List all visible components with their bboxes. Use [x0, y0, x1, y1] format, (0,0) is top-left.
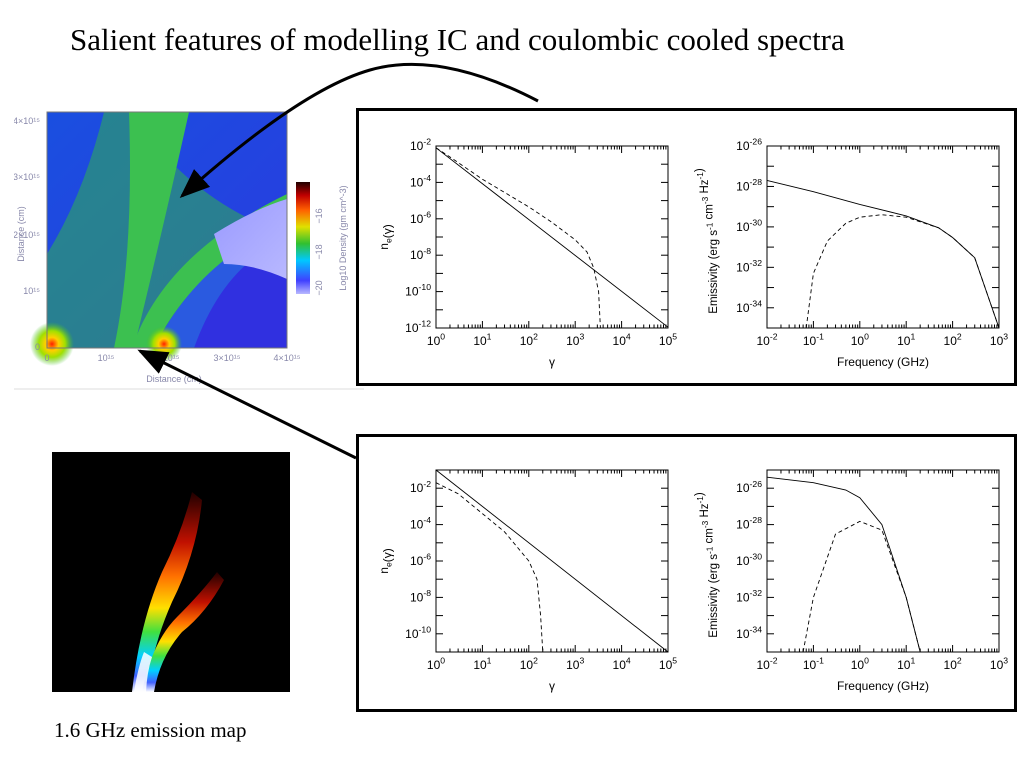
- density-x-label: Distance (cm): [146, 374, 202, 384]
- x-tick-label: 102: [520, 656, 538, 672]
- x-tick-label: 101: [897, 656, 915, 672]
- x-tick-label: 105: [659, 332, 677, 348]
- dashed-series-line: [435, 147, 601, 329]
- svg-text:3×10¹⁵: 3×10¹⁵: [14, 172, 40, 182]
- x-axis-label: γ: [549, 355, 555, 369]
- y-tick-label: 10-32: [736, 588, 762, 604]
- bottom-plots: 100 101 102 103 104 105 10-10 10-8 10-6 10-4 10-2 γ…: [377, 469, 1008, 693]
- density-y-label: Distance (cm): [16, 206, 26, 262]
- y-tick-label: 10-4: [410, 173, 431, 189]
- solid-series-line: [435, 147, 669, 328]
- plot-frame: [766, 469, 1000, 653]
- emission-map-caption: 1.6 GHz emission map: [54, 718, 247, 742]
- x-tick-label: 100: [851, 656, 869, 672]
- colorbar-label: Log10 Density (gm cm^-3): [338, 185, 348, 290]
- x-tick-label: 100: [427, 656, 445, 672]
- y-tick-label: 10-28: [736, 515, 762, 531]
- x-tick-label: 104: [613, 656, 631, 672]
- y-tick-label: 10-2: [410, 137, 431, 153]
- density-colorbar: [296, 182, 310, 294]
- y-tick-label: 10-6: [410, 209, 431, 225]
- x-tick-label: 101: [473, 656, 491, 672]
- y-tick-label: 10-32: [736, 258, 762, 274]
- x-tick-label: 100: [427, 332, 445, 348]
- x-tick-label: 100: [851, 332, 869, 348]
- arrow-top: [179, 62, 539, 199]
- x-tick-label: 102: [520, 332, 538, 348]
- density-map: 0 10¹⁵ 2×10¹⁵ 3×10¹⁵ 4×10¹⁵ 0 10¹⁵ 2×10¹…: [14, 111, 364, 390]
- y-tick-label: 10-30: [736, 217, 762, 233]
- top-electron-spectrum-plot: 100 101 102 103 104 105 10-12 10-10 10-8 10-6 10-4…: [377, 137, 677, 369]
- svg-text:−16: −16: [314, 208, 324, 223]
- svg-text:−20: −20: [314, 280, 324, 295]
- x-tick-label: 103: [566, 656, 584, 672]
- x-tick-label: 102: [944, 656, 962, 672]
- x-axis-label: γ: [549, 679, 555, 693]
- y-axis-label: ne(γ): [377, 224, 395, 249]
- x-tick-label: 102: [944, 332, 962, 348]
- svg-text:3×10¹⁵: 3×10¹⁵: [214, 353, 241, 363]
- svg-text:2×10¹⁵: 2×10¹⁵: [14, 230, 40, 240]
- x-axis-label: Frequency (GHz): [837, 679, 929, 693]
- y-tick-label: 10-34: [736, 624, 762, 640]
- y-axis-label: ne(γ): [377, 548, 395, 573]
- svg-text:−18: −18: [314, 244, 324, 259]
- solid-series-line: [435, 469, 669, 653]
- x-tick-label: 101: [897, 332, 915, 348]
- y-tick-label: 10-34: [736, 298, 762, 314]
- y-tick-label: 10-8: [410, 588, 431, 604]
- x-tick-label: 104: [613, 332, 631, 348]
- y-tick-label: 10-26: [736, 137, 762, 153]
- top-plots: 100 101 102 103 104 105 10-12 10-10 10-8 10-6 10-4…: [377, 137, 1008, 369]
- x-tick-label: 101: [473, 332, 491, 348]
- solid-series-line: [766, 179, 1000, 329]
- y-tick-label: 10-30: [736, 552, 762, 568]
- emission-map: [52, 452, 290, 692]
- solid-series-line: [766, 476, 921, 653]
- y-tick-label: 10-6: [410, 552, 431, 568]
- y-tick-label: 10-8: [410, 246, 431, 262]
- dashed-series-line: [435, 482, 544, 653]
- x-tick-label: 10-2: [756, 656, 777, 672]
- y-tick-label: 10-2: [410, 479, 431, 495]
- x-tick-label: 103: [990, 656, 1008, 672]
- svg-text:4×10¹⁵: 4×10¹⁵: [274, 353, 301, 363]
- x-tick-label: 103: [566, 332, 584, 348]
- x-tick-label: 105: [659, 656, 677, 672]
- bottom-spectra-panel: 100 101 102 103 104 105 10-10 10-8 10-6 10-4 10-2 γ…: [356, 434, 1017, 712]
- x-tick-label: 103: [990, 332, 1008, 348]
- svg-text:10¹⁵: 10¹⁵: [98, 353, 115, 363]
- svg-text:0: 0: [44, 353, 49, 363]
- x-tick-label: 10-2: [756, 332, 777, 348]
- dashed-series-line: [802, 520, 921, 653]
- y-tick-label: 10-10: [405, 624, 431, 640]
- dashed-series-line: [805, 214, 1000, 329]
- arrow-bottom: [137, 349, 357, 460]
- svg-text:4×10¹⁵: 4×10¹⁵: [14, 116, 40, 126]
- bottom-emissivity-plot: 10-2 10-1 100 101 102 103 10-34 10-32 10-30 10-28…: [694, 469, 1008, 693]
- y-axis-label: Emissivity (erg s-1 cm-3 Hz-1): [694, 492, 720, 638]
- slide-title: Salient features of modelling IC and cou…: [70, 22, 845, 57]
- x-axis-label: Frequency (GHz): [837, 355, 929, 369]
- y-tick-label: 10-28: [736, 177, 762, 193]
- plot-frame: [766, 145, 1000, 329]
- x-tick-label: 10-1: [803, 656, 824, 672]
- y-tick-label: 10-4: [410, 515, 431, 531]
- bottom-electron-spectrum-plot: 100 101 102 103 104 105 10-10 10-8 10-6 10-4 10-2 γ…: [377, 469, 677, 693]
- y-axis-label: Emissivity (erg s-1 cm-3 Hz-1): [694, 168, 720, 314]
- x-tick-label: 10-1: [803, 332, 824, 348]
- svg-text:10¹⁵: 10¹⁵: [23, 286, 40, 296]
- svg-text:0: 0: [35, 342, 40, 352]
- top-spectra-panel: 100 101 102 103 104 105 10-12 10-10 10-8 10-6 10-4…: [356, 108, 1017, 386]
- y-tick-label: 10-10: [405, 282, 431, 298]
- y-tick-label: 10-12: [405, 319, 431, 335]
- top-emissivity-plot: 10-2 10-1 100 101 102 103 10-34 10-32 10-30 10-28…: [694, 137, 1008, 369]
- y-tick-label: 10-26: [736, 479, 762, 495]
